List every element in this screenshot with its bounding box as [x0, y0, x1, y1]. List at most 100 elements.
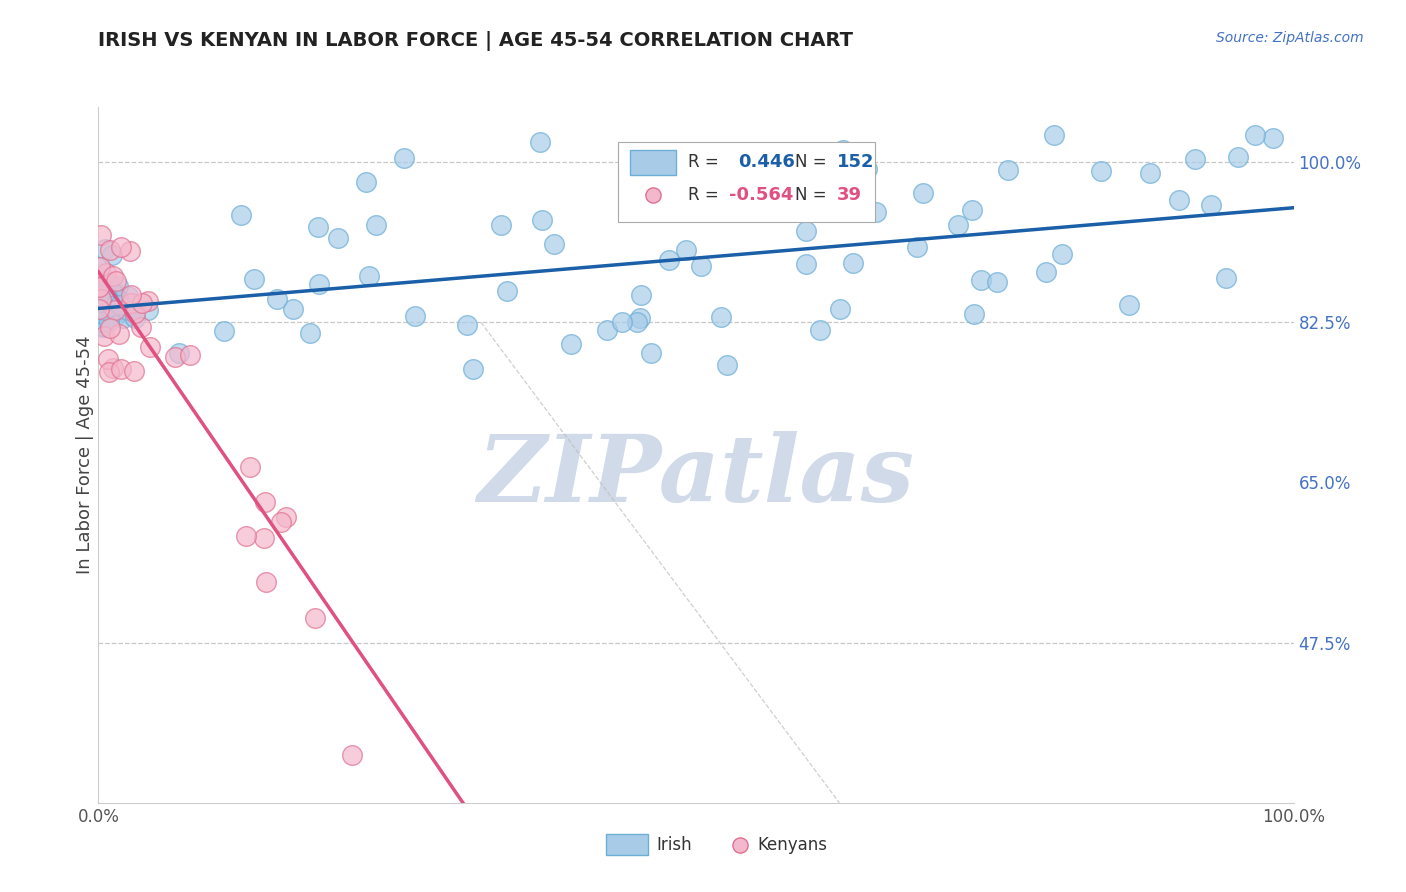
Point: [131, 296, 153, 310]
Point: [139, 341, 162, 355]
Point: [104, 309, 127, 323]
Point: [87, 293, 110, 308]
Point: [118, 244, 141, 259]
Point: [165, 351, 187, 365]
FancyBboxPatch shape: [606, 834, 648, 855]
Text: N =: N =: [796, 153, 827, 171]
Point: [96, 288, 118, 302]
Point: [89, 296, 111, 310]
Point: [89, 306, 111, 320]
Point: [94, 286, 117, 301]
Point: [129, 319, 152, 334]
Point: [167, 345, 190, 359]
Point: [100, 299, 122, 313]
Text: Irish: Irish: [657, 836, 692, 854]
Point: [89, 260, 111, 274]
Point: [105, 274, 128, 288]
Point: [93, 303, 115, 318]
Point: [103, 287, 125, 301]
Point: [89, 293, 111, 307]
Point: [93, 315, 115, 329]
Point: [596, 323, 619, 337]
Point: [359, 269, 381, 284]
Point: [239, 459, 262, 474]
Point: [97, 294, 120, 309]
Point: [104, 305, 127, 319]
Point: [91, 310, 114, 325]
Point: [89, 280, 111, 294]
Point: [354, 175, 377, 189]
Point: [815, 198, 838, 212]
Point: [89, 227, 111, 242]
Point: [89, 301, 111, 316]
Text: R =: R =: [688, 153, 718, 171]
Point: [997, 163, 1019, 178]
Point: [98, 290, 121, 304]
Point: [91, 306, 114, 320]
Point: [90, 294, 112, 309]
Point: [89, 313, 111, 327]
Point: [98, 308, 121, 322]
Point: [101, 284, 124, 298]
Point: [90, 294, 112, 309]
Point: [623, 200, 645, 214]
Point: [1184, 152, 1206, 166]
Point: [266, 292, 288, 306]
Point: [93, 274, 115, 288]
Point: [89, 260, 111, 274]
Point: [115, 302, 138, 317]
Point: [97, 351, 120, 366]
Text: -0.564: -0.564: [730, 186, 794, 204]
Point: [831, 144, 853, 158]
Point: [108, 295, 131, 310]
Point: [235, 529, 257, 543]
Point: [111, 311, 134, 326]
Point: [308, 277, 330, 292]
Point: [690, 259, 713, 273]
Point: [100, 290, 122, 304]
Point: [103, 269, 125, 284]
Point: [122, 364, 145, 378]
Point: [107, 279, 129, 293]
Point: [628, 311, 651, 326]
Point: [560, 337, 582, 351]
Point: [794, 224, 817, 238]
Point: [136, 302, 159, 317]
Point: [101, 248, 124, 262]
Point: [675, 243, 697, 257]
Point: [110, 240, 132, 254]
Point: [97, 294, 120, 309]
Point: [98, 321, 121, 335]
Point: [716, 358, 738, 372]
Point: [94, 289, 117, 303]
Point: [111, 301, 134, 315]
Point: [96, 281, 118, 295]
Point: [658, 253, 681, 268]
Point: [94, 266, 117, 280]
Point: [948, 218, 970, 232]
Point: [970, 273, 993, 287]
Point: [641, 271, 664, 285]
Text: ZIPatlas: ZIPatlas: [478, 431, 914, 521]
Point: [94, 312, 117, 326]
Point: [710, 310, 733, 325]
Point: [93, 318, 115, 333]
Point: [136, 293, 159, 308]
Point: [243, 272, 266, 286]
Point: [89, 280, 111, 294]
Point: [120, 296, 142, 310]
Point: [794, 257, 817, 271]
Point: [1043, 128, 1066, 142]
Point: [108, 305, 131, 319]
Point: [626, 315, 648, 329]
Point: [124, 305, 146, 319]
Point: [90, 301, 112, 315]
Point: [89, 280, 111, 294]
Point: [98, 305, 121, 319]
Point: [1139, 166, 1161, 180]
Point: [489, 218, 512, 232]
Point: [905, 240, 928, 254]
Point: [808, 186, 831, 201]
Point: [543, 237, 565, 252]
Point: [97, 300, 120, 314]
